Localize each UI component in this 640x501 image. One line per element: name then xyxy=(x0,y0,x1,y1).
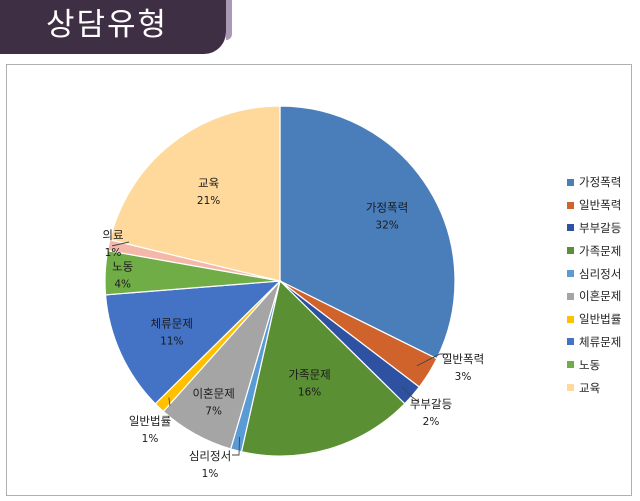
pie-slice-1 xyxy=(279,105,456,360)
data-label-value: 4% xyxy=(114,279,131,291)
data-label-value: 11% xyxy=(160,335,183,347)
legend-swatch xyxy=(567,224,574,232)
data-label-category: 일반폭력 xyxy=(442,352,484,366)
data-label-value: 32% xyxy=(375,220,398,232)
data-label-value: 1% xyxy=(142,433,159,445)
data-label-category: 교육 xyxy=(198,176,219,190)
legend-item: 교육 xyxy=(567,376,637,399)
data-label-value: 2% xyxy=(423,416,440,428)
legend-swatch xyxy=(567,361,574,369)
legend-item: 이혼문제 xyxy=(567,285,637,308)
leader-line-10 xyxy=(112,241,130,247)
data-label-category: 체류문제 xyxy=(151,316,193,330)
legend-label: 심리정서 xyxy=(579,266,622,281)
data-label-category: 이혼문제 xyxy=(192,386,234,400)
leader-line-3 xyxy=(401,386,420,403)
pie-slices xyxy=(104,105,456,457)
legend-swatch xyxy=(567,247,574,255)
legend-swatch xyxy=(567,292,574,300)
data-label-category: 일반법률 xyxy=(129,414,171,428)
legend-item: 일반법률 xyxy=(567,308,637,331)
legend-label: 체류문제 xyxy=(579,334,622,349)
legend-label: 가정폭력 xyxy=(579,175,622,190)
legend-item: 부부갈등 xyxy=(567,217,637,240)
pie-slice-8 xyxy=(104,280,282,405)
legend-label: 가족문제 xyxy=(579,243,622,258)
legend-swatch xyxy=(567,384,574,392)
data-label-value: 1% xyxy=(105,247,122,259)
data-label-value: 21% xyxy=(197,195,220,207)
data-label-category: 의료 xyxy=(102,228,123,242)
legend-label: 이혼문제 xyxy=(579,289,622,304)
data-label-value: 7% xyxy=(205,405,222,417)
legend-item: 가정폭력 xyxy=(567,171,637,194)
leader-line-2 xyxy=(416,353,451,367)
legend-swatch xyxy=(567,201,574,209)
legend-item: 체류문제 xyxy=(567,331,637,354)
legend-swatch xyxy=(567,178,574,186)
legend-swatch xyxy=(567,315,574,323)
leader-lines xyxy=(112,241,451,456)
legend-swatch xyxy=(567,338,574,346)
data-label-category: 노동 xyxy=(112,260,133,274)
legend-label: 일반폭력 xyxy=(579,198,622,213)
data-label-value: 3% xyxy=(455,371,472,383)
legend-item: 일반폭력 xyxy=(567,194,637,217)
legend-label: 교육 xyxy=(579,380,601,395)
legend-swatch xyxy=(567,270,574,278)
legend-item: 심리정서 xyxy=(567,262,637,285)
data-label-value: 16% xyxy=(298,387,321,399)
data-labels: 가정폭력 32% 일반폭력 3% 부부갈등 2% 가족문제 16% 심리정서 1% 이혼문제 7% 일반… xyxy=(102,176,484,480)
legend-label: 노동 xyxy=(579,357,601,372)
legend-item: 가족문제 xyxy=(567,239,637,262)
legend-item: 노동 xyxy=(567,353,637,376)
header-banner xyxy=(0,0,226,54)
page-title: 상담유형 xyxy=(46,7,169,43)
leader-line-5 xyxy=(232,436,241,456)
header-accent xyxy=(226,0,232,40)
data-label-category: 부부갈등 xyxy=(410,397,452,411)
data-label-value: 1% xyxy=(202,468,219,480)
legend-label: 부부갈등 xyxy=(579,220,622,235)
pie-slice-4 xyxy=(240,279,406,457)
legend-label: 일반법률 xyxy=(579,312,622,327)
data-label-category: 가족문제 xyxy=(288,368,330,382)
leader-line-7 xyxy=(168,397,171,407)
data-label-category: 심리정서 xyxy=(189,449,231,463)
data-label-category: 가정폭력 xyxy=(366,201,408,215)
pie-slice-11 xyxy=(109,105,281,282)
